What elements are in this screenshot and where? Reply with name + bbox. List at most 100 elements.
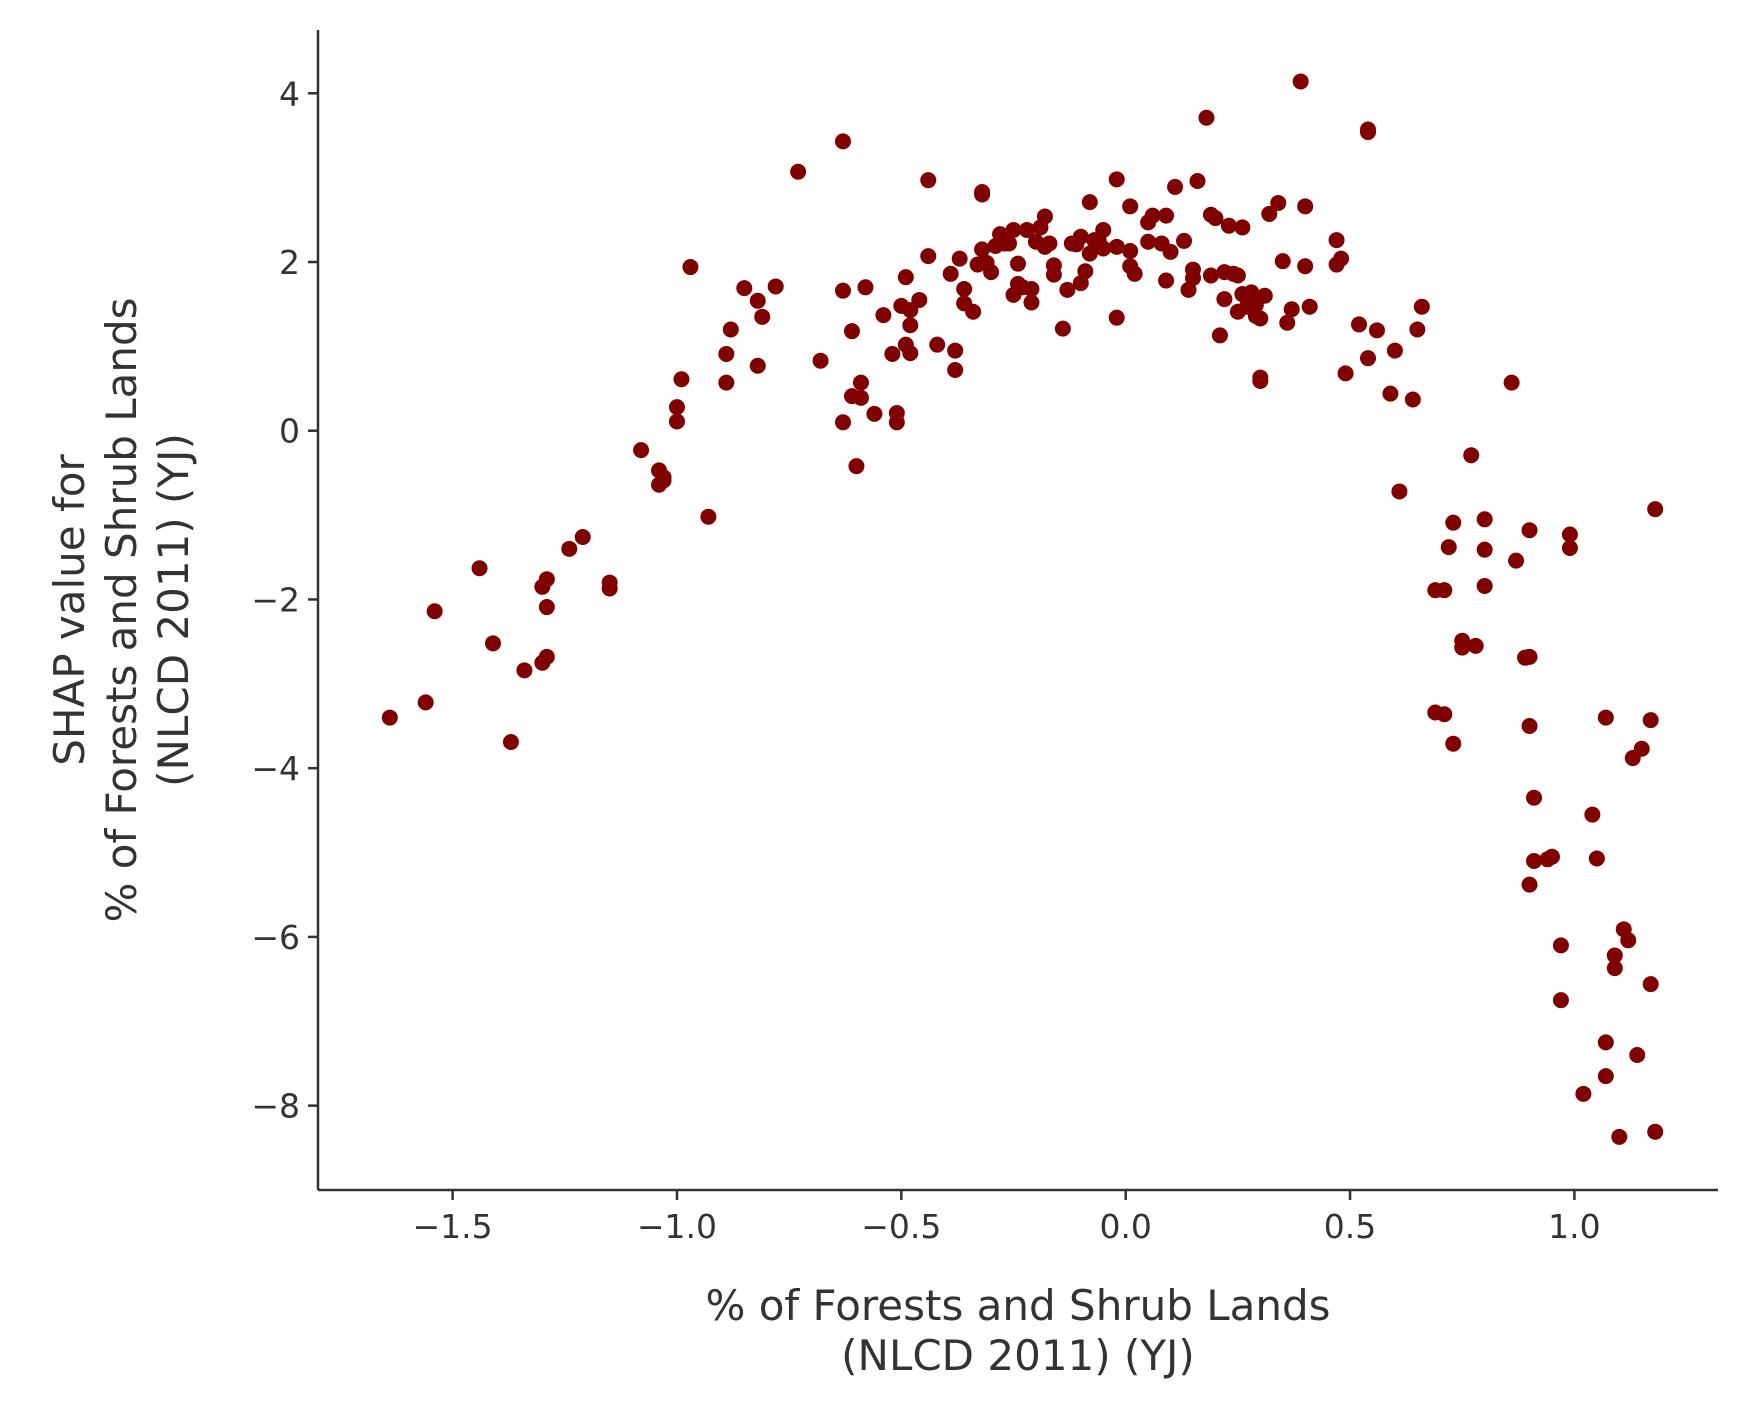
data-point (1292, 73, 1309, 90)
data-point (1440, 539, 1457, 556)
data-point (852, 374, 869, 391)
data-point (633, 442, 650, 459)
data-point (902, 345, 919, 362)
data-point (485, 635, 501, 652)
data-point (1508, 552, 1525, 569)
y-axis-title: SHAP value for% of Forests and Shrub Lan… (45, 297, 198, 922)
data-point (942, 265, 959, 282)
data-point (1360, 350, 1376, 367)
data-point (1409, 321, 1426, 338)
data-point (1054, 320, 1071, 337)
data-point (516, 662, 533, 679)
data-point (1351, 316, 1368, 333)
data-point (1552, 992, 1569, 1009)
data-point (1333, 250, 1350, 267)
data-point (1620, 932, 1637, 949)
data-point (929, 336, 946, 353)
data-point (700, 508, 717, 525)
data-point (1588, 850, 1605, 867)
x-axis-title: % of Forests and Shrub Lands (NLCD 2011) … (705, 1281, 1330, 1380)
data-point (1023, 294, 1040, 311)
data-point (1463, 447, 1480, 464)
data-point (1108, 309, 1125, 326)
data-point (1404, 391, 1421, 408)
data-point (574, 529, 591, 546)
data-point (426, 603, 443, 620)
x-tick-label: −0.5 (861, 1207, 941, 1246)
data-point (749, 292, 766, 309)
data-point (682, 259, 699, 276)
data-point (1647, 1123, 1664, 1140)
data-point (1220, 217, 1237, 234)
data-point (974, 241, 991, 258)
data-point (1158, 207, 1175, 224)
data-point (1633, 740, 1650, 757)
x-tick-label: 0.5 (1324, 1207, 1376, 1246)
data-point (1606, 960, 1623, 977)
data-point (1059, 281, 1076, 298)
data-point (1202, 267, 1219, 284)
data-point (1072, 228, 1089, 245)
data-point (1189, 173, 1206, 190)
data-point (951, 250, 968, 267)
data-point (1543, 848, 1560, 865)
data-point (668, 413, 685, 430)
data-point (857, 279, 874, 296)
data-point (1279, 314, 1296, 331)
y-axis-title-line: (NLCD 2011) (YJ) (149, 433, 198, 787)
y-axis-ticks: 4 2 0 −2 −4 −6 −8 (251, 74, 318, 1126)
data-point (1597, 709, 1614, 726)
data-point (1274, 253, 1291, 270)
data-point (722, 321, 739, 338)
data-point (1140, 233, 1157, 250)
data-point (920, 248, 937, 265)
data-point (1526, 789, 1543, 806)
data-point (718, 374, 735, 391)
data-point (655, 472, 672, 489)
data-point (1243, 284, 1260, 301)
data-point (718, 345, 735, 362)
x-tick-label: −1.0 (637, 1207, 717, 1246)
data-point (1176, 232, 1193, 249)
data-point (471, 560, 488, 577)
data-point (1436, 582, 1453, 599)
data-point (1081, 194, 1098, 211)
data-point (902, 317, 919, 334)
data-point (673, 371, 690, 388)
data-point (875, 307, 892, 324)
data-point (1328, 232, 1345, 249)
y-axis-title-line: % of Forests and Shrub Lands (97, 297, 146, 922)
data-point (767, 278, 784, 295)
data-point (1036, 208, 1053, 225)
data-point (1122, 198, 1139, 215)
data-point (974, 183, 991, 200)
data-point (1436, 706, 1453, 723)
data-point (538, 599, 555, 616)
data-point (790, 163, 807, 180)
data-point (1584, 806, 1601, 823)
data-point (1445, 514, 1462, 531)
data-point (1198, 109, 1215, 126)
data-point (1077, 263, 1094, 280)
data-point (947, 342, 964, 359)
y-tick-label: −6 (251, 918, 300, 957)
y-tick-label: −8 (251, 1087, 300, 1126)
data-point (749, 357, 766, 374)
data-point (1386, 342, 1403, 359)
x-tick-label: 0.0 (1099, 1207, 1151, 1246)
data-point (1368, 322, 1385, 339)
data-point (1521, 876, 1538, 893)
data-point (736, 280, 753, 297)
data-point (1252, 310, 1269, 327)
data-point (1642, 976, 1659, 993)
data-point (1597, 1068, 1614, 1085)
data-point (897, 269, 914, 286)
data-point (1234, 219, 1251, 236)
data-point (381, 709, 398, 726)
data-point (1503, 374, 1520, 391)
data-point (812, 352, 829, 369)
data-point (1211, 327, 1228, 344)
y-tick-label: 2 (279, 243, 300, 282)
data-point (1095, 221, 1112, 238)
data-point (1283, 301, 1300, 318)
